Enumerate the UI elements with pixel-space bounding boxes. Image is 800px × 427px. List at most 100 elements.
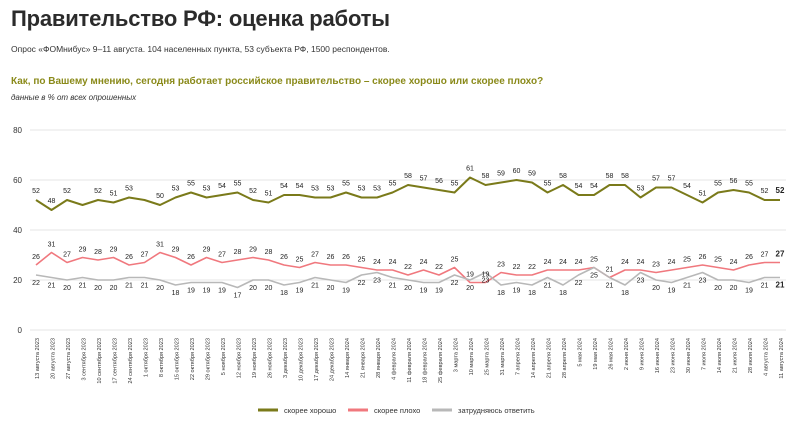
data-label: 24	[559, 259, 567, 266]
x-tick-label: 11 августа 2024	[779, 338, 785, 379]
data-label: 54	[575, 183, 583, 190]
y-tick-label: 20	[13, 276, 22, 285]
data-label: 21	[311, 283, 319, 290]
data-label: 48	[48, 198, 56, 205]
data-label: 60	[513, 168, 521, 175]
data-label: 56	[435, 178, 443, 185]
data-label: 23	[637, 278, 645, 285]
x-tick-label: 28 апреля 2024	[562, 338, 568, 378]
x-tick-label: 30 июня 2024	[686, 338, 692, 373]
x-tick-label: 19 ноября 2023	[252, 338, 258, 378]
data-label: 27	[141, 252, 149, 259]
data-label: 22	[575, 280, 583, 287]
x-tick-label: 3 декабря 2023	[283, 338, 289, 378]
data-label: 27	[218, 252, 226, 259]
x-tick-label: 18 февраля 2024	[423, 338, 429, 383]
data-label: 19	[466, 272, 474, 279]
data-label: 51	[265, 191, 273, 198]
x-tick-label: 21 января 2024	[361, 338, 367, 378]
data-label: 58	[404, 173, 412, 180]
data-label: 22	[528, 264, 536, 271]
data-label: 20	[327, 285, 335, 292]
data-label: 19	[187, 288, 195, 295]
data-label: 18	[497, 290, 505, 297]
data-label: 21	[79, 283, 87, 290]
data-label: 26	[342, 254, 350, 261]
data-label: 57	[420, 176, 428, 183]
data-label: 20	[466, 285, 474, 292]
data-label: 24	[637, 259, 645, 266]
data-label: 18	[528, 290, 536, 297]
data-label: 19	[296, 288, 304, 295]
data-label: 59	[497, 171, 505, 178]
data-labels: 52 48 52 52 51 53 50 53 55 53 54 55 52 51 54 54 53 53 55 53…	[32, 166, 785, 300]
data-label: 21	[125, 283, 133, 290]
data-label: 53	[311, 186, 319, 193]
data-label: 52	[761, 188, 769, 195]
data-label: 57	[668, 176, 676, 183]
data-label: 26	[699, 254, 707, 261]
x-tick-label: 22 октября 2023	[190, 338, 196, 380]
data-label: 21	[683, 283, 691, 290]
data-label: 52	[249, 188, 257, 195]
data-label: 22	[32, 280, 40, 287]
data-label: 54	[590, 183, 598, 190]
data-label: 27	[776, 250, 785, 259]
data-label: 26	[32, 254, 40, 261]
data-label: 54	[218, 183, 226, 190]
page-title: Правительство РФ: оценка работы	[11, 6, 390, 31]
x-tick-label: 10 сентября 2023	[97, 338, 103, 384]
data-label: 19	[435, 288, 443, 295]
data-label: 24	[730, 259, 738, 266]
data-label: 18	[559, 290, 567, 297]
data-label: 56	[730, 178, 738, 185]
data-label: 20	[265, 285, 273, 292]
x-tick-label: 31 марта 2024	[500, 338, 506, 375]
data-label: 53	[203, 186, 211, 193]
x-tick-label: 27 августа 2023	[66, 338, 72, 379]
data-label: 28	[234, 249, 242, 256]
x-tick-label: 12 ноября 2023	[237, 338, 243, 378]
x-axis: 13 августа 2023 20 августа 2023 27 августа…	[35, 338, 785, 384]
data-label: 19	[668, 288, 676, 295]
x-tick-label: 24 сентября 2023	[128, 338, 134, 384]
data-label: 52	[63, 188, 71, 195]
data-label: 29	[110, 247, 118, 254]
data-label: 23	[482, 278, 490, 285]
data-label: 59	[528, 171, 536, 178]
y-tick-label: 40	[13, 226, 22, 235]
data-label: 18	[621, 290, 629, 297]
data-label: 24	[544, 259, 552, 266]
data-label: 23	[497, 262, 505, 269]
data-label: 22	[513, 264, 521, 271]
y-tick-label: 0	[18, 326, 23, 335]
x-tick-label: 2 июня 2024	[624, 338, 630, 370]
legend-label: скорее хорошо	[284, 406, 336, 415]
y-tick-label: 60	[13, 176, 22, 185]
data-label: 51	[110, 191, 118, 198]
data-label: 25	[590, 257, 598, 264]
data-label: 52	[776, 186, 785, 195]
data-label: 19	[482, 272, 490, 279]
data-label: 20	[63, 285, 71, 292]
data-label: 53	[373, 186, 381, 193]
x-tick-label: 5 ноября 2023	[221, 338, 227, 375]
data-label: 19	[218, 288, 226, 295]
data-label: 22	[358, 280, 366, 287]
legend-label: затрудняюсь ответить	[458, 406, 535, 415]
data-label: 23	[652, 262, 660, 269]
units-note: данные в % от всех опрошенных	[11, 93, 137, 102]
legend-label: скорее плохо	[374, 406, 420, 415]
data-label: 20	[156, 285, 164, 292]
series-lines	[35, 176, 780, 289]
data-label: 53	[358, 186, 366, 193]
x-tick-label: 13 августа 2023	[35, 338, 41, 379]
data-label: 25	[683, 257, 691, 264]
x-tick-label: 28 января 2024	[376, 338, 382, 378]
x-tick-label: 7 июля 2024	[702, 338, 708, 370]
data-label: 52	[32, 188, 40, 195]
x-tick-label: 26 мая 2024	[609, 338, 615, 370]
data-label: 26	[327, 254, 335, 261]
